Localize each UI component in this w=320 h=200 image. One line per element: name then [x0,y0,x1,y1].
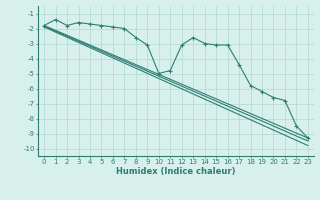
X-axis label: Humidex (Indice chaleur): Humidex (Indice chaleur) [116,167,236,176]
